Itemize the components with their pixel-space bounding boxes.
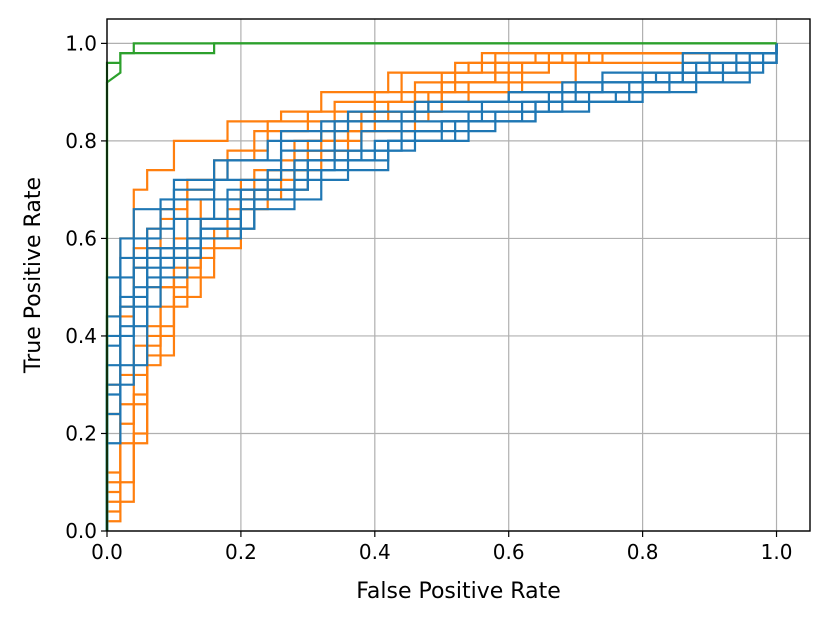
plot-area: [105, 42, 778, 531]
roc-curve-blue-4: [105, 43, 778, 531]
x-tick-label: 1.0: [761, 540, 793, 564]
y-tick-label: 0.4: [65, 324, 97, 348]
roc-curve-green-1: [105, 42, 777, 531]
y-tick-label: 0.8: [65, 129, 97, 153]
x-tick-label: 0.6: [493, 540, 525, 564]
ticks: 0.0 0.2 0.4 0.6 0.8 1.0 0.0 0.2 0.4 0.6 0.8 1.0: [65, 31, 792, 564]
roc-curve-blue-10: [105, 43, 778, 531]
y-tick-label: 0.6: [65, 226, 97, 250]
x-tick-label: 0.8: [627, 540, 659, 564]
axes-frame: [106, 18, 811, 532]
x-tick-label: 0.4: [359, 540, 391, 564]
y-tick-label: 0.2: [65, 421, 97, 445]
x-tick-label: 0.2: [225, 540, 257, 564]
y-tick-label: 1.0: [65, 31, 97, 55]
y-axis-label: True Positive Rate: [21, 177, 46, 374]
y-tick-label: 0.0: [65, 519, 97, 543]
roc-curve-blue-7: [105, 43, 778, 531]
x-axis-label: False Positive Rate: [356, 579, 560, 604]
x-tick-label: 0.0: [91, 540, 123, 564]
